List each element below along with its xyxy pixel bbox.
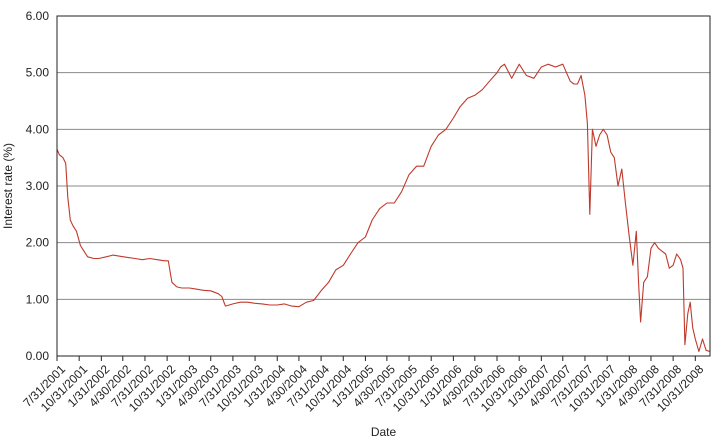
- y-tick-label: 1.00: [26, 292, 50, 306]
- y-tick-label: 2.00: [26, 236, 50, 250]
- plot-frame: [56, 15, 711, 357]
- series-layer: [56, 63, 711, 353]
- y-axis: 0.00 1.00 2.00 3.00 4.00 5.00 6.00: [26, 9, 50, 363]
- gridlines: [57, 72, 710, 300]
- y-axis-label: Interest rate (%): [1, 143, 15, 229]
- x-axis-label: Date: [371, 425, 397, 439]
- y-tick-label: 4.00: [26, 122, 50, 136]
- y-tick-label: 0.00: [26, 349, 50, 363]
- x-axis: 7/31/200110/31/20011/31/20024/30/20027/3…: [20, 356, 707, 415]
- series-line: [56, 63, 711, 353]
- y-tick-label: 6.00: [26, 9, 50, 23]
- y-tick-label: 5.00: [26, 66, 50, 80]
- y-tick-label: 3.00: [26, 179, 50, 193]
